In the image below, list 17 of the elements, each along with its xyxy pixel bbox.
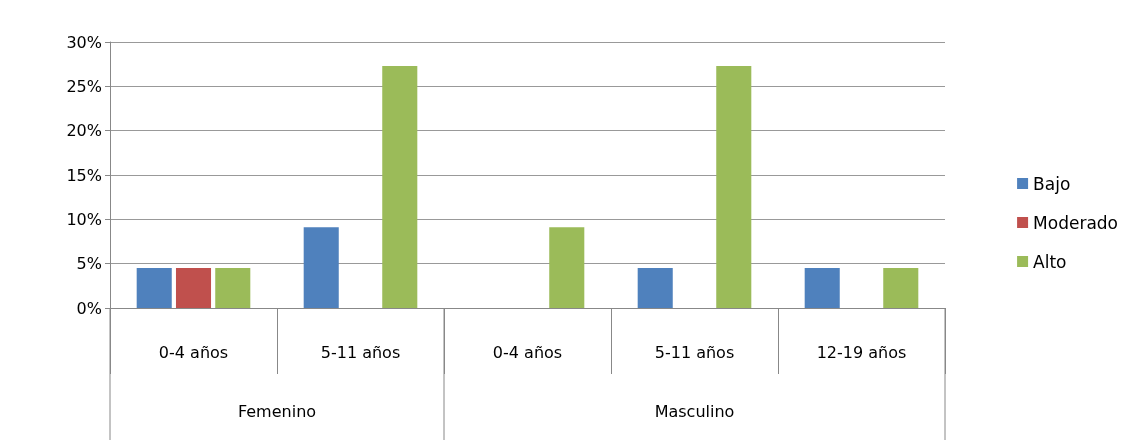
y-tick-label: 25% (66, 76, 102, 96)
y-tick-label: 0% (76, 298, 102, 318)
legend-label: Bajo (1033, 173, 1071, 194)
y-tick-label: 20% (66, 121, 102, 141)
x-tick-label: 0-4 años (492, 342, 563, 362)
x-tick-label: 5-11 años (320, 342, 401, 362)
x-tick-label: 0-4 años (158, 342, 229, 362)
y-tick-label: 10% (66, 209, 102, 229)
y-tick-label: 30% (66, 32, 102, 52)
y-tick-label: 5% (76, 254, 102, 274)
text: Femenino (237, 401, 317, 421)
x-tick-label: 12-19 años (816, 342, 907, 362)
legend-label: Alto (1033, 251, 1067, 272)
y-tick-label: 15% (66, 165, 102, 185)
text: Masculino (654, 401, 735, 421)
x-tick-label: 5-11 años (654, 342, 735, 362)
legend-label: Moderado (1033, 212, 1118, 233)
